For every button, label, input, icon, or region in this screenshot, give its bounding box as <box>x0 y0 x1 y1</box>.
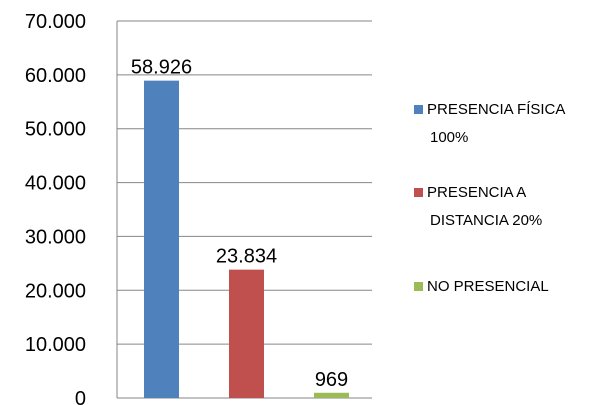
legend-label: DISTANCIA 20% <box>430 212 542 229</box>
y-tick-label: 40.000 <box>25 173 86 195</box>
data-label: 969 <box>315 369 348 391</box>
y-tick-label: 50.000 <box>25 119 86 141</box>
y-tick-label: 0 <box>75 388 86 405</box>
bar <box>229 269 264 398</box>
data-label: 23.834 <box>216 246 277 268</box>
legend-label: PRESENCIA A <box>427 184 526 201</box>
legend-swatch <box>414 282 423 291</box>
y-tick-label: 60.000 <box>25 65 86 87</box>
legend-swatch <box>414 105 423 114</box>
data-label: 58.926 <box>131 57 192 79</box>
y-tick-label: 70.000 <box>25 11 86 33</box>
legend-label: PRESENCIA FÍSICA <box>427 101 565 118</box>
bar <box>144 80 179 398</box>
y-tick-label: 30.000 <box>25 226 86 248</box>
legend-label: 100% <box>430 129 468 146</box>
bar <box>314 392 349 398</box>
legend-swatch <box>414 188 423 197</box>
legend-label: NO PRESENCIAL <box>427 278 549 295</box>
y-tick-label: 20.000 <box>25 280 86 302</box>
y-tick-label: 10.000 <box>25 334 86 356</box>
